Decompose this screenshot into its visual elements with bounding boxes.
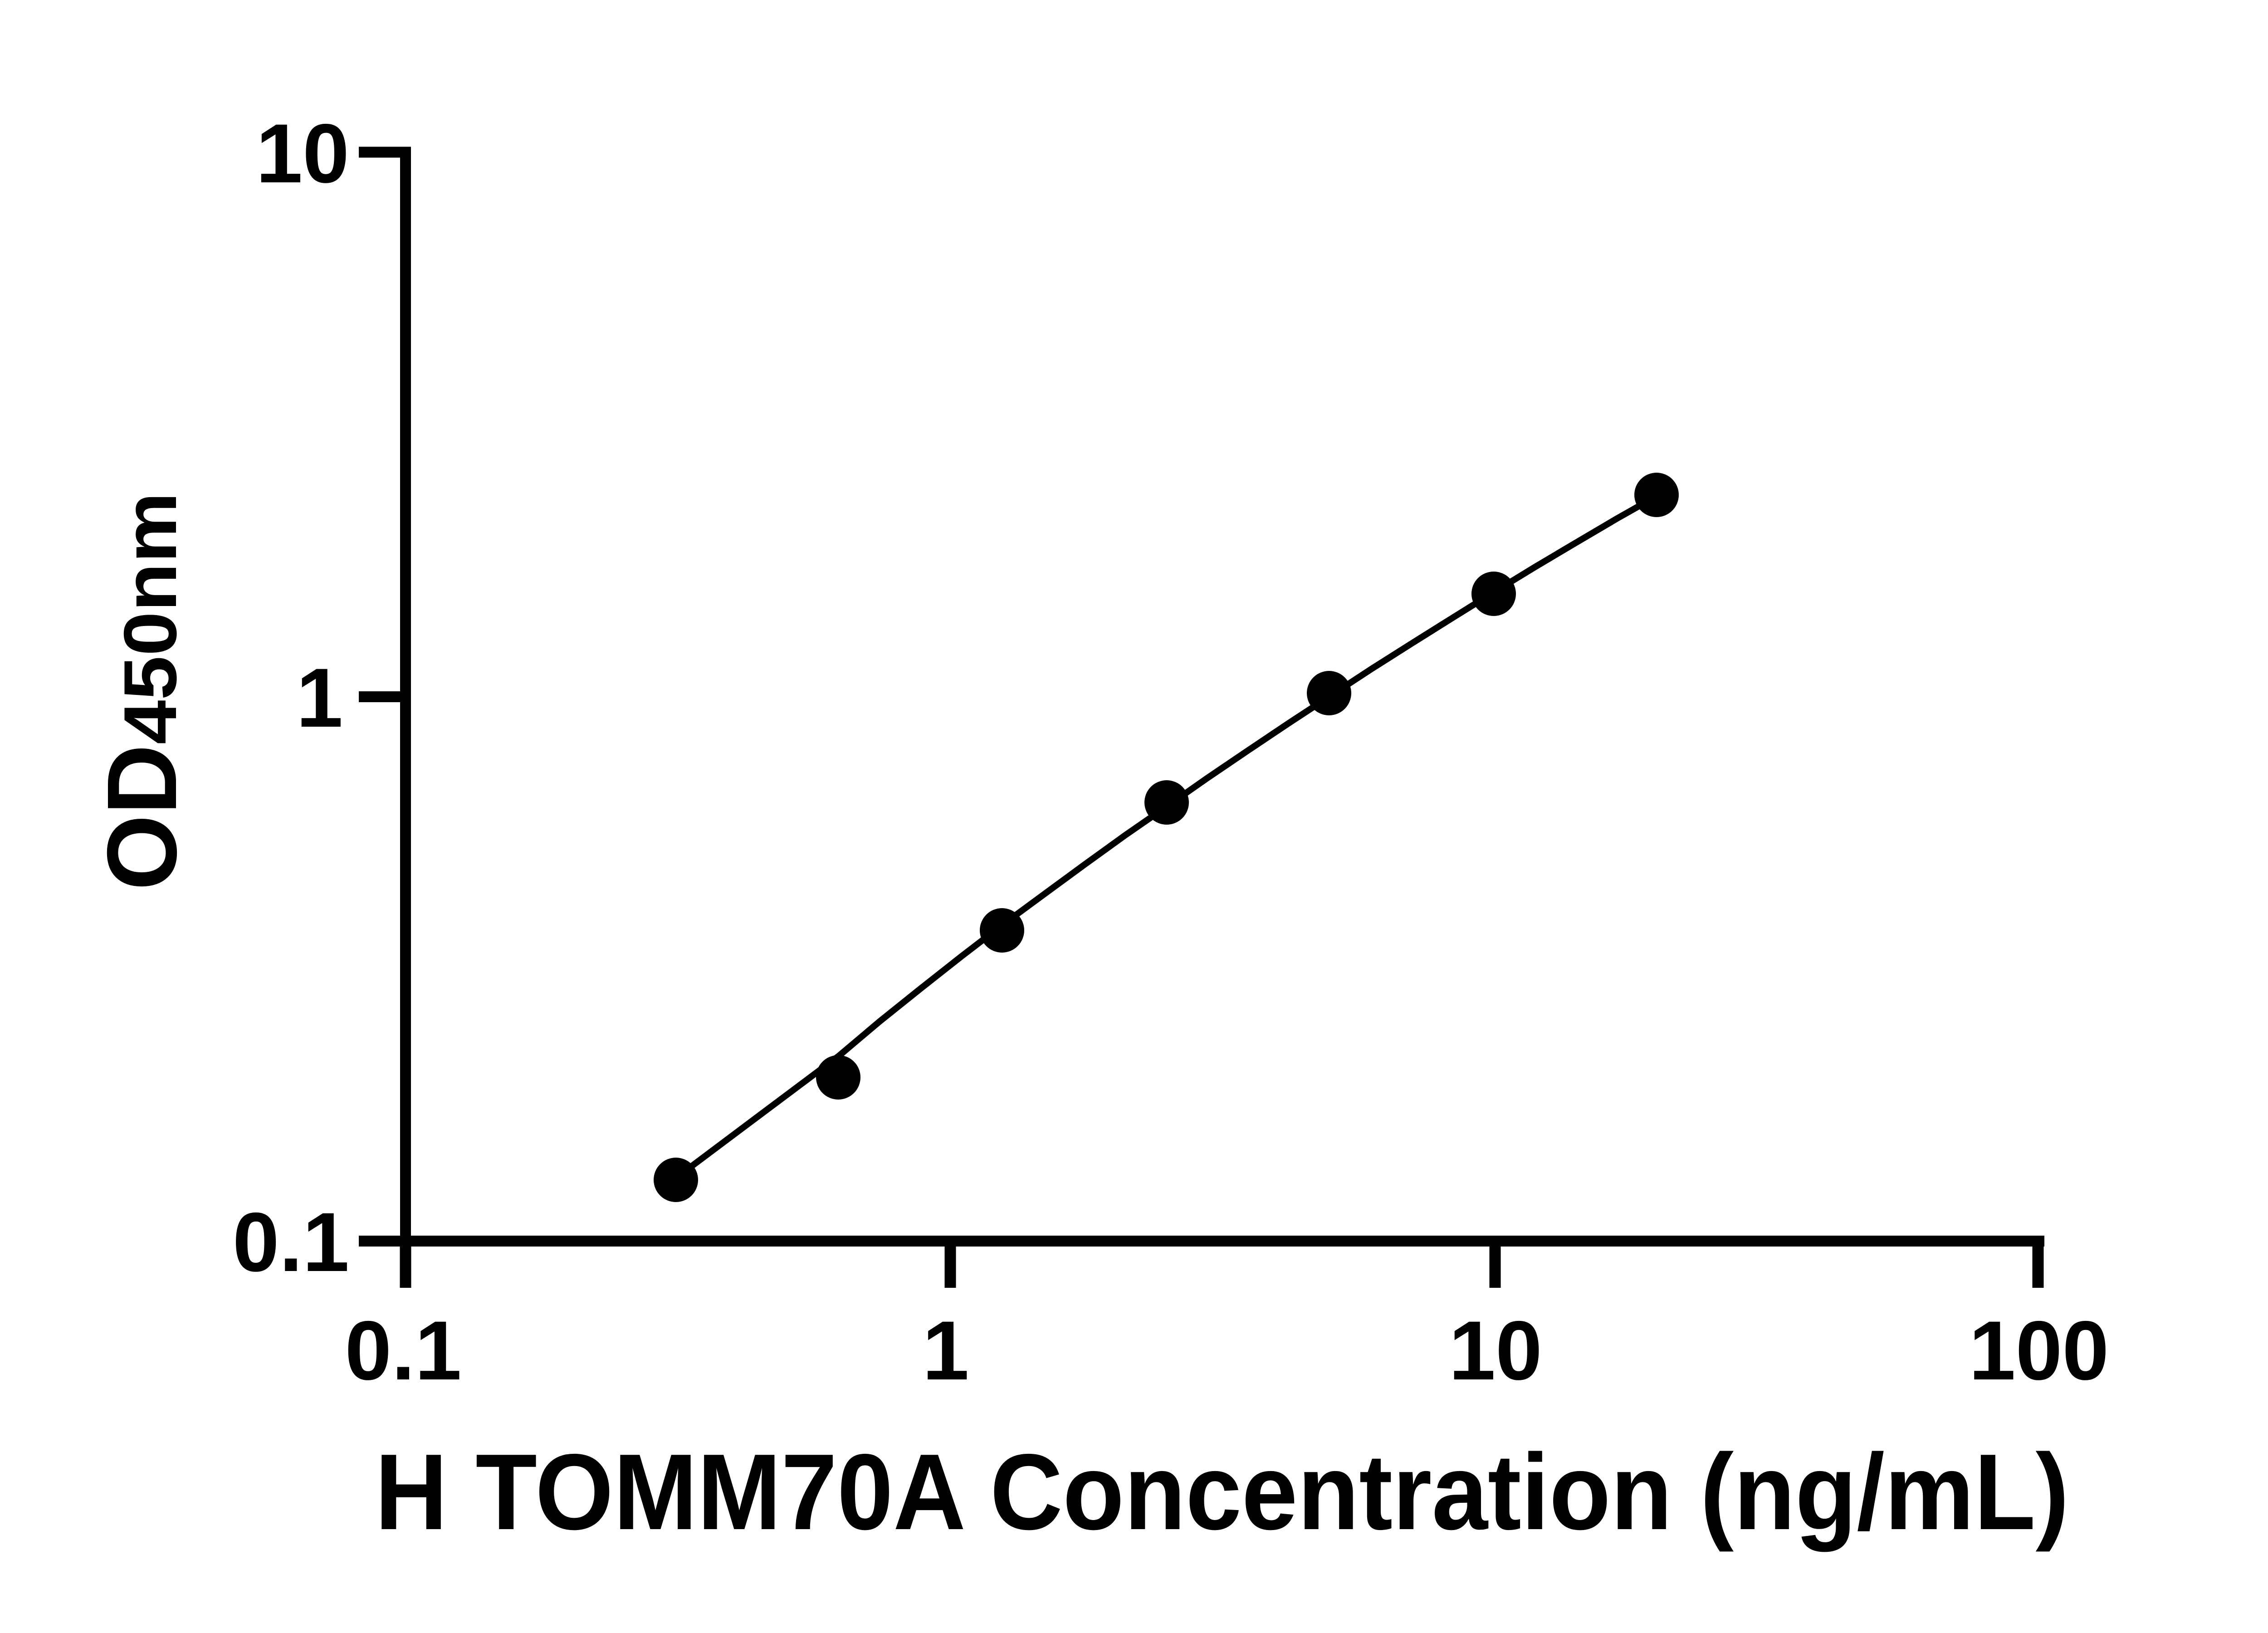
svg-text:450nm: 450nm — [108, 492, 192, 744]
svg-text:H TOMM70A Concentration (ng/mL: H TOMM70A Concentration (ng/mL) — [375, 1432, 2069, 1552]
svg-text:1: 1 — [923, 1304, 969, 1398]
svg-text:10: 10 — [1449, 1304, 1542, 1398]
svg-text:10: 10 — [256, 107, 349, 200]
svg-text:0.1: 0.1 — [345, 1304, 461, 1398]
svg-text:OD: OD — [87, 744, 197, 890]
svg-text:0.1: 0.1 — [233, 1196, 349, 1289]
svg-text:1: 1 — [296, 651, 343, 745]
svg-text:100: 100 — [1969, 1304, 2109, 1398]
